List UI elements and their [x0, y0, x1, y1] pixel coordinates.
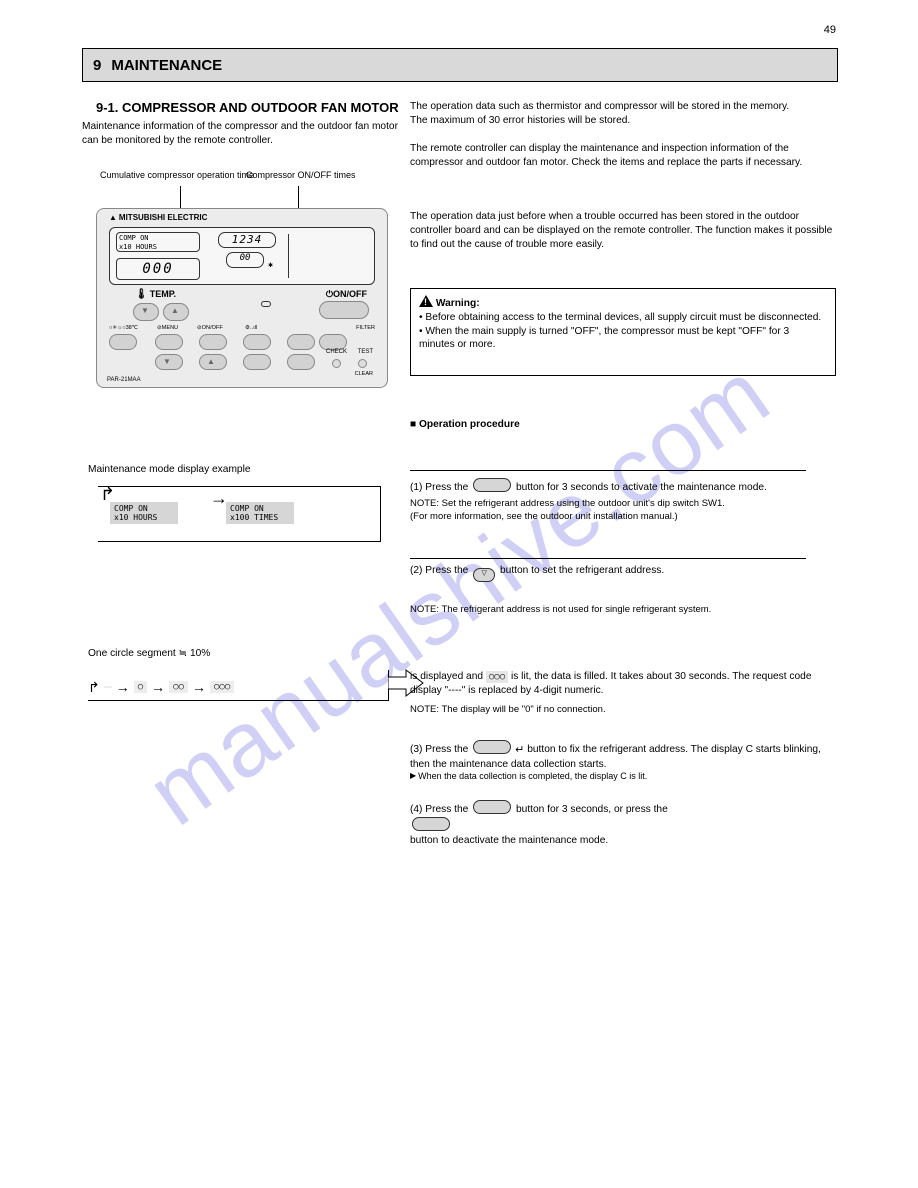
triangle-right-icon: ▶	[410, 771, 416, 782]
vane-button[interactable]	[243, 354, 271, 370]
seq-chip-3: ○○○	[210, 681, 234, 693]
return-icon: ↵	[515, 743, 524, 758]
brand-logo-icon: ▲	[109, 213, 117, 222]
subsection-title: 9-1. COMPRESSOR AND OUTDOOR FAN MOTOR	[96, 100, 399, 115]
remote-controller-figure: ▲MITSUBISHI ELECTRIC COMP ONx10 HOURS 00…	[96, 208, 388, 388]
lcd-big-value: 000	[116, 258, 200, 280]
warning-items: • Before obtaining access to the termina…	[419, 311, 827, 352]
filter-button[interactable]	[319, 334, 347, 350]
menu-label: ⊘MENU	[157, 325, 178, 331]
temp-up-button[interactable]	[163, 303, 189, 321]
ventilation-button[interactable]	[287, 354, 315, 370]
lcd-dot-icon: ✱	[268, 262, 273, 269]
sequence-note: NOTE: The display will be "0" if no conn…	[410, 704, 836, 717]
section-title: MAINTENANCE	[111, 57, 222, 74]
right-paragraph-1: The operation data such as thermistor an…	[410, 100, 836, 128]
procedure-heading: ■ Operation procedure	[410, 418, 836, 432]
check-pill-icon	[473, 478, 511, 492]
seq-arrow-0-icon: ↱	[88, 679, 100, 696]
page-number: 49	[824, 24, 836, 36]
intro-paragraph: Maintenance information of the compresso…	[82, 120, 412, 149]
fan-button[interactable]	[243, 334, 271, 350]
louver-button[interactable]	[287, 334, 315, 350]
sequence-description: is displayed and ○○○ is lit, the data is…	[410, 670, 830, 698]
sequence-title: One circle segment ≒ 10%	[88, 648, 210, 659]
callout-b-label: Compressor ON/OFF times	[246, 170, 356, 180]
onoff-label-text: ON/OFF	[333, 289, 367, 299]
remote-brand: ▲MITSUBISHI ELECTRIC	[109, 213, 207, 222]
set-down-button[interactable]	[155, 354, 183, 370]
temp-dn-pill-icon: ▽	[473, 568, 495, 582]
sequence-row: ↱ → ○ → ○○ → ○○○	[88, 676, 402, 698]
power-icon: ⏻	[326, 289, 333, 299]
temp-label: 🌡TEMP.	[135, 289, 176, 300]
test-label: TEST	[358, 349, 373, 355]
warning-title-row: Warning:	[419, 295, 827, 311]
check-pill-2-icon	[473, 800, 511, 814]
filter-label: FILTER	[356, 325, 375, 331]
seq-chip-1: ○	[134, 681, 147, 693]
menu-button[interactable]	[155, 334, 183, 350]
remote-model: PAR-21MAA	[107, 377, 141, 383]
seq-arrow-2-icon: →	[151, 679, 165, 695]
lcd-code: 00	[226, 252, 264, 268]
check-button[interactable]	[332, 359, 341, 368]
lcd-line1: COMP ON	[119, 234, 149, 242]
sensor-indicator-icon	[261, 301, 271, 307]
seq-full-chip: ○○○	[486, 671, 508, 683]
section-number: 9	[93, 57, 101, 74]
step-4: (4) Press the button for 3 seconds, or p…	[410, 800, 836, 847]
step-divider-2	[410, 558, 806, 559]
seq-arrow-1-icon: →	[116, 679, 130, 695]
step-1-note: NOTE: Set the refrigerant address using …	[410, 498, 836, 524]
temp-label-text: TEMP.	[150, 289, 176, 299]
clear-label: CLEAR	[355, 371, 373, 377]
cycle-chip-1: COMP ON x10 HOURS	[110, 502, 178, 524]
warning-triangle-icon	[419, 295, 433, 307]
fan-label: ⚙..ıll	[245, 325, 257, 331]
warning-title: Warning:	[436, 298, 480, 309]
step-3-note: ▶When the data collection is completed, …	[410, 770, 836, 782]
seq-chip-0	[104, 686, 112, 688]
lcd-line2: x10 HOURS	[119, 243, 157, 251]
menu-pill-icon	[473, 740, 511, 754]
step-2: (2) Press the ▽ button to set the refrig…	[410, 564, 836, 582]
right-paragraph-2: The remote controller can display the ma…	[410, 142, 836, 170]
step-1: (1) Press the button for 3 seconds to ac…	[410, 478, 836, 495]
brand-text: MITSUBISHI ELECTRIC	[119, 213, 207, 222]
seq-arrow-3-icon: →	[192, 679, 206, 695]
onoff-label: ⏻ON/OFF	[326, 289, 367, 300]
check-label: CHECK	[326, 349, 347, 355]
remote-lcd: COMP ONx10 HOURS 000 1234 00 ✱	[109, 227, 375, 285]
step-3: (3) Press the ↵ button to fix the refrig…	[410, 740, 836, 772]
lcd-divider	[288, 234, 289, 278]
callout-a-label: Cumulative compressor operation time	[100, 170, 254, 180]
step-2-note: NOTE: The refrigerant address is not use…	[410, 604, 836, 617]
maint-figure-title-text: Maintenance mode display example	[88, 464, 408, 475]
onoff-pill-icon	[412, 817, 450, 831]
timer-onoff-label: ⊘ON/OFF	[197, 325, 223, 331]
thermometer-icon: 🌡	[135, 289, 148, 300]
test-button[interactable]	[358, 359, 367, 368]
set-up-button[interactable]	[199, 354, 227, 370]
mode-label: ○✳☼○38℃	[109, 325, 138, 331]
lcd-msg-box: COMP ONx10 HOURS	[116, 232, 200, 252]
step-divider-1	[410, 470, 806, 471]
temp-down-button[interactable]	[133, 303, 159, 321]
onoff-button[interactable]	[319, 301, 369, 319]
right-paragraph-3: The operation data just before when a tr…	[410, 210, 836, 251]
mode-button[interactable]	[109, 334, 137, 350]
warning-box: Warning: • Before obtaining access to th…	[410, 288, 836, 376]
maint-figure-title: Maintenance mode display example	[88, 464, 408, 481]
lcd-time: 1234	[218, 232, 276, 248]
section-header: 9 MAINTENANCE	[82, 48, 838, 82]
timer-onoff-button[interactable]	[199, 334, 227, 350]
seq-chip-2: ○○	[169, 681, 188, 693]
cycle-chip-2: COMP ON x100 TIMES	[226, 502, 294, 524]
